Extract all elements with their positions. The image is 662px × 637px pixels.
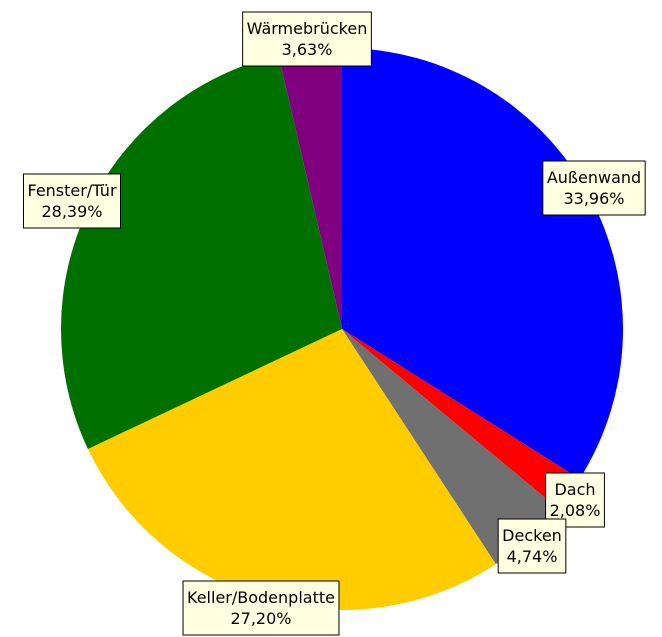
label-box — [182, 580, 340, 636]
label-box — [242, 11, 372, 67]
label-name: Fenster/Tür — [27, 181, 116, 200]
label-value: 4,74% — [507, 547, 558, 566]
label-box — [542, 160, 646, 216]
pie-slice — [87, 329, 496, 610]
slice-label: Außenwand 33,96% — [542, 160, 646, 216]
label-name: Wärmebrücken — [247, 19, 368, 38]
pie-slice — [342, 329, 580, 509]
pie-slice — [342, 329, 559, 565]
pie-slice — [60, 55, 342, 449]
label-value: 28,39% — [41, 202, 102, 221]
label-value: 27,20% — [230, 609, 291, 628]
label-box — [545, 472, 605, 528]
label-name: Dach — [554, 480, 595, 499]
slice-label: Keller/Bodenplatte 27,20% — [182, 580, 340, 636]
label-value: 3,63% — [282, 40, 333, 59]
slice-label: Fenster/Tür 28,39% — [22, 173, 122, 229]
label-name: Außenwand — [547, 168, 641, 187]
label-value: 2,08% — [550, 501, 601, 520]
label-name: Keller/Bodenplatte — [187, 588, 335, 607]
pie-slice — [278, 48, 342, 329]
label-value: 33,96% — [563, 189, 624, 208]
label-box — [22, 173, 122, 229]
slice-label: Decken 4,74% — [497, 518, 567, 574]
slice-label: Dach 2,08% — [545, 472, 605, 528]
label-box — [497, 518, 567, 574]
pie-slice — [342, 48, 623, 479]
label-name: Decken — [502, 526, 562, 545]
slice-label: Wärmebrücken 3,63% — [242, 11, 372, 67]
